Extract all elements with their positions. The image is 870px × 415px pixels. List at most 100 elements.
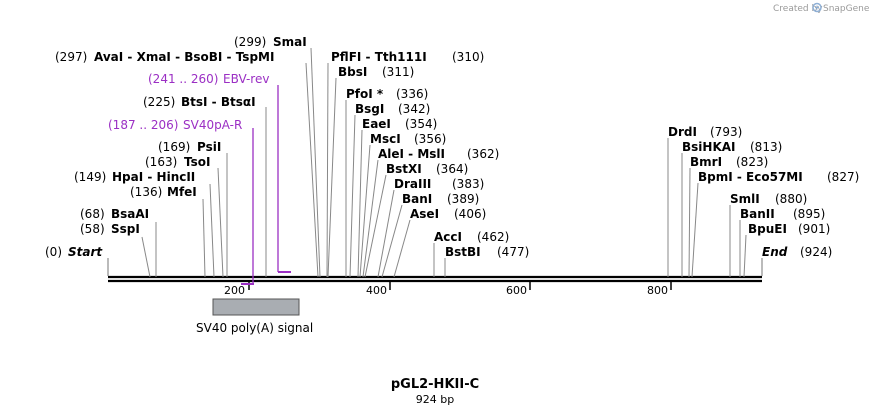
- site-label: AccI: [434, 230, 462, 244]
- site-bsihkai[interactable]: BsiHKAI (813): [681, 140, 782, 277]
- site-label: BsiHKAI: [682, 140, 736, 154]
- site-label: MfeI: [167, 185, 197, 199]
- site-label: BpmI - Eco57MI: [698, 170, 803, 184]
- site-position: (813): [750, 140, 782, 154]
- site-label: BtsI - BtsαI: [181, 95, 256, 109]
- primer-label: SV40pA-R: [183, 118, 242, 132]
- site-label: AseI: [410, 207, 439, 221]
- site-label: BsgI: [355, 102, 384, 116]
- site-drdi[interactable]: DrdI (793): [667, 125, 742, 277]
- site-position: (336): [396, 87, 428, 101]
- site-hpai-hincii[interactable]: (149) HpaI - HincII: [74, 170, 215, 278]
- site-avai-xmai-bsobi-tspmi[interactable]: (297) AvaI - XmaI - BsoBI - TspMI: [55, 50, 319, 278]
- site-position: (311): [382, 65, 414, 79]
- watermark-brand: SnapGene: [823, 4, 870, 14]
- site-label: BstXI: [386, 162, 422, 176]
- restriction-sites: (58) SspI (68) BsaAI (136) MfeI (149) Hp…: [55, 35, 859, 278]
- site-position: (406): [454, 207, 486, 221]
- site-position: (895): [793, 207, 825, 221]
- site-label: EaeI: [362, 117, 391, 131]
- snapgene-logo-icon: [812, 2, 822, 13]
- site-position: (169): [158, 140, 190, 154]
- site-bsgi[interactable]: BsgI (342): [349, 102, 430, 278]
- primer-ebv-rev[interactable]: (241 .. 260) EBV-rev: [148, 72, 291, 273]
- site-position: (299): [234, 35, 266, 49]
- site-label: DrdI: [668, 125, 697, 139]
- site-pflfi-tth111i[interactable]: PflFI - Tth111I (310): [326, 50, 484, 278]
- primer-range: (187 .. 206): [108, 118, 178, 132]
- site-bbsi[interactable]: BbsI (311): [327, 65, 414, 278]
- site-position: (149): [74, 170, 106, 184]
- site-position: (364): [436, 162, 468, 176]
- primer-sv40pa-r[interactable]: (187 .. 206) SV40pA-R: [108, 118, 254, 285]
- site-label: BmrI: [690, 155, 722, 169]
- site-position: (477): [497, 245, 529, 259]
- site-position: (880): [775, 192, 807, 206]
- site-bpuei[interactable]: BpuEI (901): [743, 222, 830, 278]
- site-msci[interactable]: MscI (356): [359, 132, 446, 278]
- site-bmri[interactable]: BmrI (823): [688, 155, 768, 278]
- site-position: (354): [405, 117, 437, 131]
- site-btsi-btsai[interactable]: (225) BtsI - BtsαI: [143, 95, 267, 277]
- site-asei[interactable]: AseI (406): [393, 207, 486, 278]
- site-mfei[interactable]: (136) MfeI: [130, 185, 206, 278]
- start-position: (0): [45, 245, 62, 259]
- site-label: BbsI: [338, 65, 367, 79]
- site-label: PflFI - Tth111I: [331, 50, 427, 64]
- watermark: Created by SnapGene: [773, 2, 870, 14]
- primer-range: (241 .. 260): [148, 72, 218, 86]
- feature-sv40-polya[interactable]: SV40 poly(A) signal: [196, 298, 313, 335]
- site-label: HpaI - HincII: [112, 170, 195, 184]
- site-bani[interactable]: BanI (389): [381, 192, 479, 278]
- site-smli[interactable]: SmlI (880): [729, 192, 807, 277]
- primer-label: EBV-rev: [223, 72, 269, 86]
- site-position: (225): [143, 95, 175, 109]
- end-position: (924): [800, 245, 832, 259]
- site-position: (823): [736, 155, 768, 169]
- site-label: SspI: [111, 222, 140, 236]
- site-pfoi[interactable]: PfoI * (336): [345, 87, 428, 277]
- site-label: BstBI: [445, 245, 481, 259]
- site-bstxi[interactable]: BstXI (364): [364, 162, 468, 278]
- site-position: (68): [80, 207, 105, 221]
- site-smai[interactable]: (299) SmaI: [234, 35, 321, 278]
- backbone: [107, 258, 763, 283]
- site-label: SmlI: [730, 192, 760, 206]
- tick-label: 400: [366, 284, 387, 297]
- site-position: (163): [145, 155, 177, 169]
- site-banii[interactable]: BanII (895): [739, 207, 825, 277]
- site-position: (462): [477, 230, 509, 244]
- site-psii[interactable]: (169) PsiI: [158, 140, 228, 277]
- site-bsaai[interactable]: (68) BsaAI: [80, 207, 157, 277]
- map-length: 924 bp: [416, 393, 454, 406]
- site-draiii[interactable]: DraIII (383): [377, 177, 484, 278]
- start-label: Start: [68, 245, 103, 259]
- site-position: (297): [55, 50, 87, 64]
- site-label: SmaI: [273, 35, 307, 49]
- site-eaei[interactable]: EaeI (354): [357, 117, 437, 278]
- site-label: AleI - MslI: [378, 147, 445, 161]
- feature-bar[interactable]: [212, 298, 300, 316]
- site-label: PfoI *: [346, 87, 384, 101]
- site-acci[interactable]: AccI (462): [433, 230, 509, 277]
- site-label: AvaI - XmaI - BsoBI - TspMI: [94, 50, 274, 64]
- site-position: (342): [398, 102, 430, 116]
- site-label: BanII: [740, 207, 775, 221]
- site-position: (389): [447, 192, 479, 206]
- site-position: (356): [414, 132, 446, 146]
- site-bstbi[interactable]: BstBI (477): [444, 245, 529, 277]
- site-bpmi-eco57mi[interactable]: BpmI - Eco57MI (827): [691, 170, 859, 278]
- ruler: 200 400 600 800: [224, 282, 672, 297]
- tick-label: 800: [647, 284, 668, 297]
- site-label: MscI: [370, 132, 401, 146]
- site-sspi[interactable]: (58) SspI: [80, 222, 151, 278]
- tick-label: 200: [224, 284, 245, 297]
- site-position: (58): [80, 222, 105, 236]
- site-tsoi[interactable]: (163) TsoI: [145, 155, 224, 278]
- site-position: (136): [130, 185, 162, 199]
- feature-label: SV40 poly(A) signal: [196, 321, 313, 335]
- site-alei-msli[interactable]: AleI - MslI (362): [362, 147, 499, 278]
- site-position: (310): [452, 50, 484, 64]
